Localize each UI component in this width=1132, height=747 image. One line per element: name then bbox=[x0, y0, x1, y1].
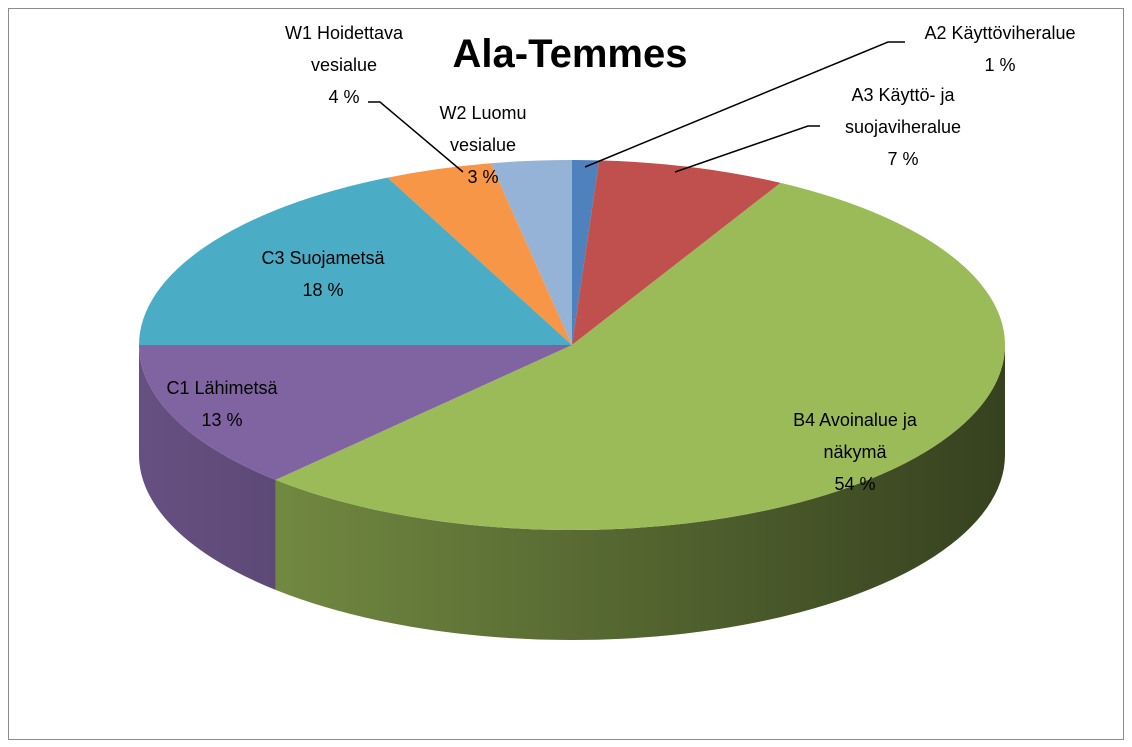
label-name: W2 Luomu vesialue bbox=[439, 103, 527, 155]
label-value: 54 % bbox=[834, 474, 876, 494]
leader-line bbox=[584, 41, 905, 168]
slice bbox=[387, 163, 572, 345]
label-value: 18 % bbox=[302, 280, 344, 300]
label-value: 3 % bbox=[467, 167, 499, 187]
label-name: C1 Lähimetsä bbox=[166, 378, 278, 398]
data-label: B4 Avoinalue ja näkymä 54 % bbox=[765, 404, 945, 500]
data-label: C3 Suojametsä 18 % bbox=[233, 242, 413, 306]
data-label: W2 Luomu vesialue 3 % bbox=[428, 97, 538, 193]
data-label: W1 Hoidettava vesialue 4 % bbox=[259, 17, 429, 113]
data-label: C1 Lähimetsä 13 % bbox=[142, 372, 302, 436]
label-value: 1 % bbox=[984, 55, 1016, 75]
slice bbox=[275, 182, 1006, 531]
data-label: A2 Käyttöviheralue 1 % bbox=[870, 17, 1130, 81]
label-value: 13 % bbox=[201, 410, 243, 430]
slice bbox=[572, 160, 600, 345]
label-name: A3 Käyttö- ja suojaviheralue bbox=[844, 85, 962, 137]
label-name: A2 Käyttöviheralue bbox=[924, 23, 1076, 43]
slice bbox=[572, 160, 781, 345]
slice-side bbox=[139, 345, 276, 590]
label-name: C3 Suojametsä bbox=[261, 248, 385, 268]
label-name: W1 Hoidettava vesialue bbox=[284, 23, 404, 75]
slice bbox=[139, 177, 572, 345]
slice bbox=[490, 160, 572, 345]
slice bbox=[139, 345, 572, 480]
data-label: A3 Käyttö- ja suojaviheralue 7 % bbox=[816, 79, 991, 175]
chart-title: Ala-Temmes bbox=[452, 32, 688, 76]
label-value: 7 % bbox=[887, 149, 919, 169]
leader-line bbox=[674, 125, 820, 173]
label-value: 4 % bbox=[328, 87, 360, 107]
label-name: B4 Avoinalue ja näkymä bbox=[793, 410, 917, 462]
slice-side bbox=[275, 345, 1006, 640]
leader-line bbox=[368, 101, 464, 173]
slices bbox=[139, 160, 1006, 640]
